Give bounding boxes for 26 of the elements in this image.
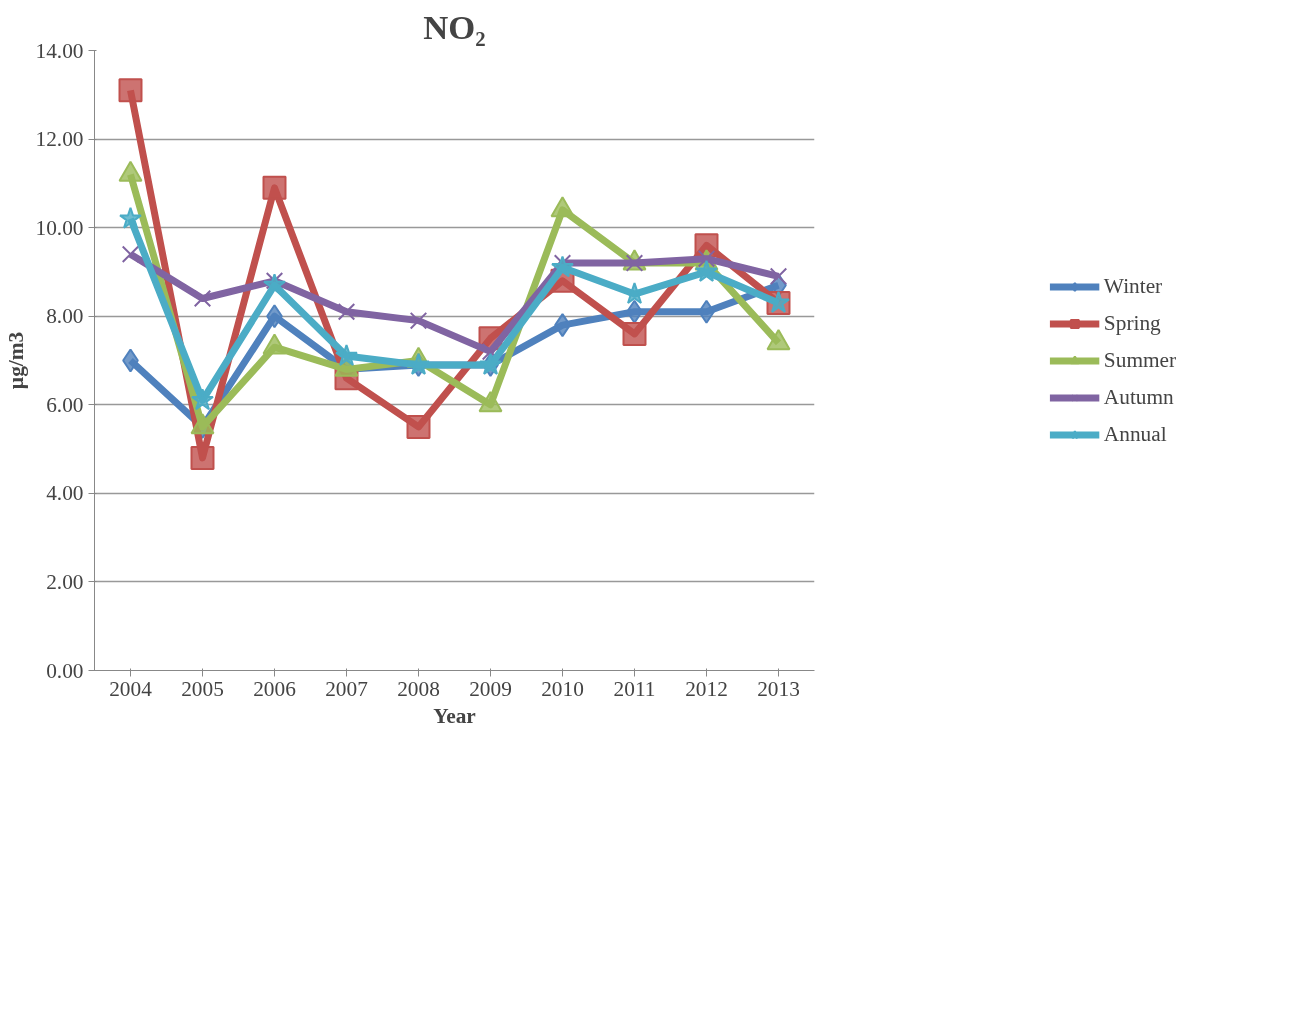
legend-label: Annual — [1103, 421, 1167, 447]
y-tick-label: 6.00 — [46, 392, 84, 417]
x-tick-label: 2009 — [469, 676, 512, 701]
x-tick-label: 2008 — [397, 676, 440, 701]
x-tick-label: 2007 — [325, 676, 369, 701]
x-tick-label: 2005 — [181, 676, 224, 701]
x-axis-title: Year — [433, 703, 477, 728]
y-tick-label: 2.00 — [46, 569, 84, 594]
x-tick-label: 2012 — [685, 676, 728, 701]
x-tick-label: 2013 — [757, 676, 800, 701]
x-tick-label: 2006 — [253, 676, 297, 701]
x-tick-label: 2004 — [109, 676, 153, 701]
x-tick-label: 2011 — [613, 676, 656, 701]
legend-label: Summer — [1103, 347, 1177, 373]
y-tick-label: 14.00 — [35, 38, 84, 63]
chart-title: NO₂ — [423, 7, 486, 46]
y-tick-label: 0.00 — [46, 658, 84, 683]
legend-label: Spring — [1103, 310, 1161, 336]
y-tick-label: 10.00 — [35, 215, 84, 240]
legend-label: Winter — [1103, 273, 1163, 299]
y-tick-label: 12.00 — [35, 127, 84, 152]
y-tick-label: 4.00 — [46, 481, 84, 506]
y-axis-title: µg/m3 — [3, 331, 28, 390]
legend-label: Autumn — [1103, 384, 1174, 410]
x-tick-label: 2010 — [541, 676, 584, 701]
y-tick-label: 8.00 — [46, 304, 84, 329]
